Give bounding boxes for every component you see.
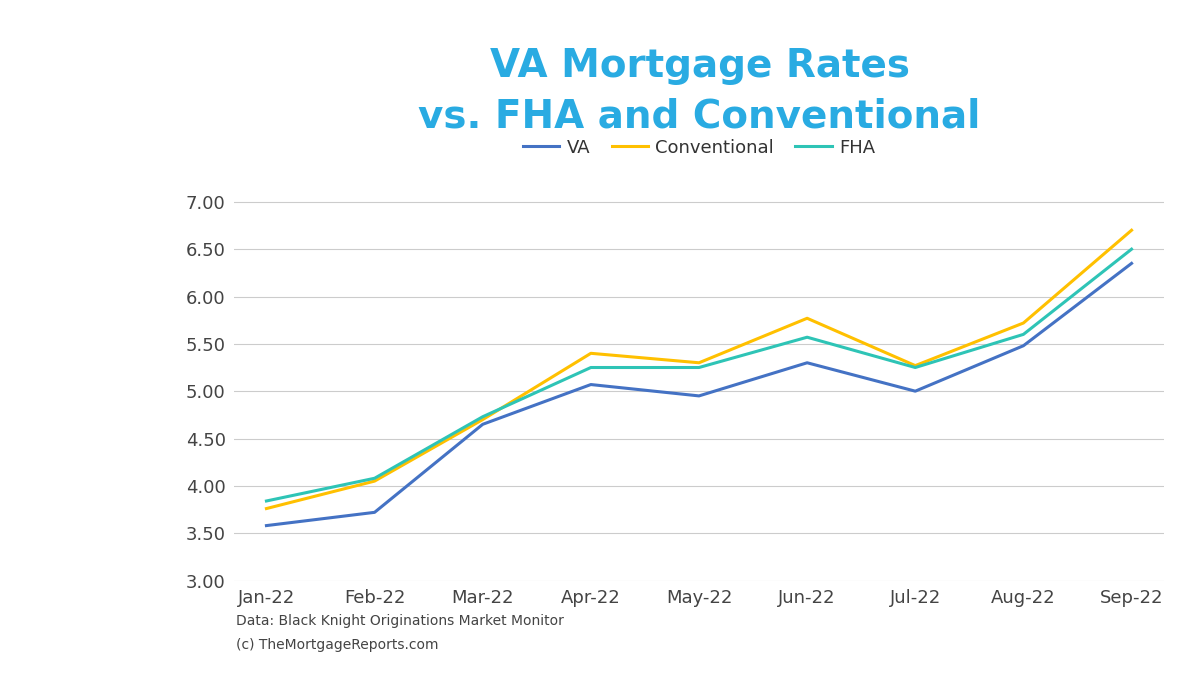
Conventional (259, 504, 274, 512)
Conventional (908, 362, 923, 370)
Text: vs. FHA and Conventional: vs. FHA and Conventional (419, 98, 980, 136)
Line: FHA: FHA (266, 249, 1132, 501)
Conventional (691, 358, 706, 367)
VA (259, 522, 274, 530)
FHA (691, 363, 706, 371)
FHA (259, 497, 274, 505)
Text: (c) TheMortgageReports.com: (c) TheMortgageReports.com (236, 638, 439, 652)
VA (583, 381, 598, 389)
VA (1124, 259, 1139, 267)
Conventional (583, 349, 598, 357)
Conventional (475, 416, 490, 424)
FHA (908, 363, 923, 371)
VA (908, 387, 923, 396)
FHA (1124, 245, 1139, 253)
Text: VA Mortgage Rates: VA Mortgage Rates (490, 47, 910, 85)
Legend: VA, Conventional, FHA: VA, Conventional, FHA (516, 132, 882, 164)
FHA (1016, 330, 1031, 338)
FHA (800, 333, 815, 342)
Conventional (367, 477, 382, 485)
Conventional (1124, 226, 1139, 234)
VA (367, 508, 382, 516)
VA (1016, 342, 1031, 350)
Conventional (800, 315, 815, 323)
Text: Data: Black Knight Originations Market Monitor: Data: Black Knight Originations Market M… (236, 614, 564, 628)
VA (691, 392, 706, 400)
FHA (367, 475, 382, 483)
VA (800, 358, 815, 367)
VA (475, 421, 490, 429)
Conventional (1016, 319, 1031, 327)
FHA (475, 412, 490, 421)
Line: Conventional: Conventional (266, 230, 1132, 508)
Line: VA: VA (266, 263, 1132, 526)
FHA (583, 363, 598, 371)
